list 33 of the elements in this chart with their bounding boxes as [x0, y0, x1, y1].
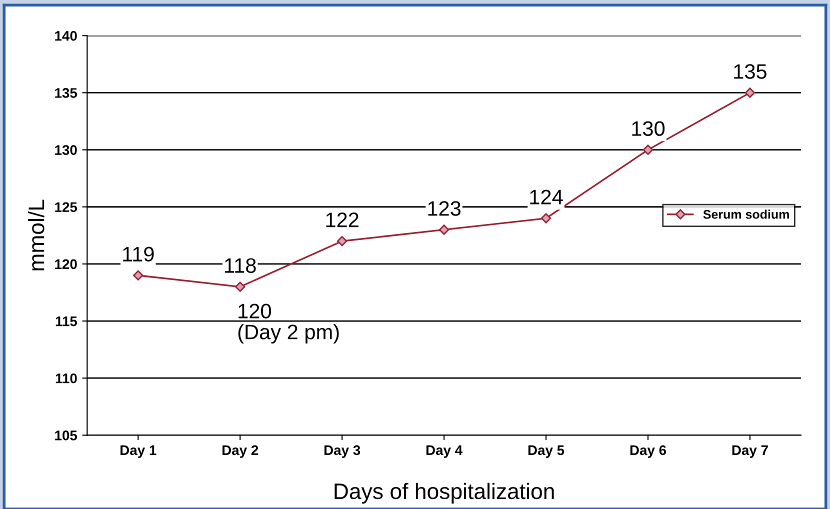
data-label: 130 — [632, 121, 665, 136]
y-tick-label: 105 — [55, 430, 78, 440]
y-tick-label: 135 — [55, 88, 78, 98]
point — [744, 88, 756, 98]
y-tick-label: 115 — [56, 316, 78, 326]
x-axis-title: Days of hospitalization — [334, 482, 554, 504]
data-label: 123 — [428, 201, 461, 216]
point — [336, 236, 348, 246]
y-axis-title: mmol/L — [28, 200, 44, 270]
data-label: 124 — [530, 190, 563, 204]
y-tick-label: 130 — [55, 145, 77, 155]
y-tick-label: 120 — [55, 259, 77, 270]
point — [540, 213, 552, 224]
data-label: 135 — [734, 64, 766, 79]
point — [133, 270, 144, 280]
x-tick-label: Day 3 — [324, 445, 360, 458]
data-label: 118 — [225, 258, 256, 273]
point — [642, 144, 654, 155]
point — [438, 224, 450, 235]
point — [234, 282, 246, 292]
data-label: 119 — [123, 246, 154, 262]
y-tick-label: 125 — [55, 202, 78, 212]
x-tick-label: Day 2 — [222, 445, 258, 458]
x-tick-label: Day 7 — [732, 445, 768, 458]
x-tick-label: Day 6 — [630, 445, 666, 458]
x-tick-label: Day 4 — [426, 445, 463, 458]
y-tick-label: 140 — [55, 30, 77, 41]
x-tick-label: Day 5 — [528, 445, 564, 458]
data-label: 122 — [326, 212, 358, 228]
annotation: 120 (Day 2 pm) — [238, 304, 339, 344]
y-tick-label: 110 — [56, 373, 77, 384]
legend-label: Serum sodium — [703, 210, 789, 219]
x-tick-label: Day 1 — [120, 445, 156, 458]
